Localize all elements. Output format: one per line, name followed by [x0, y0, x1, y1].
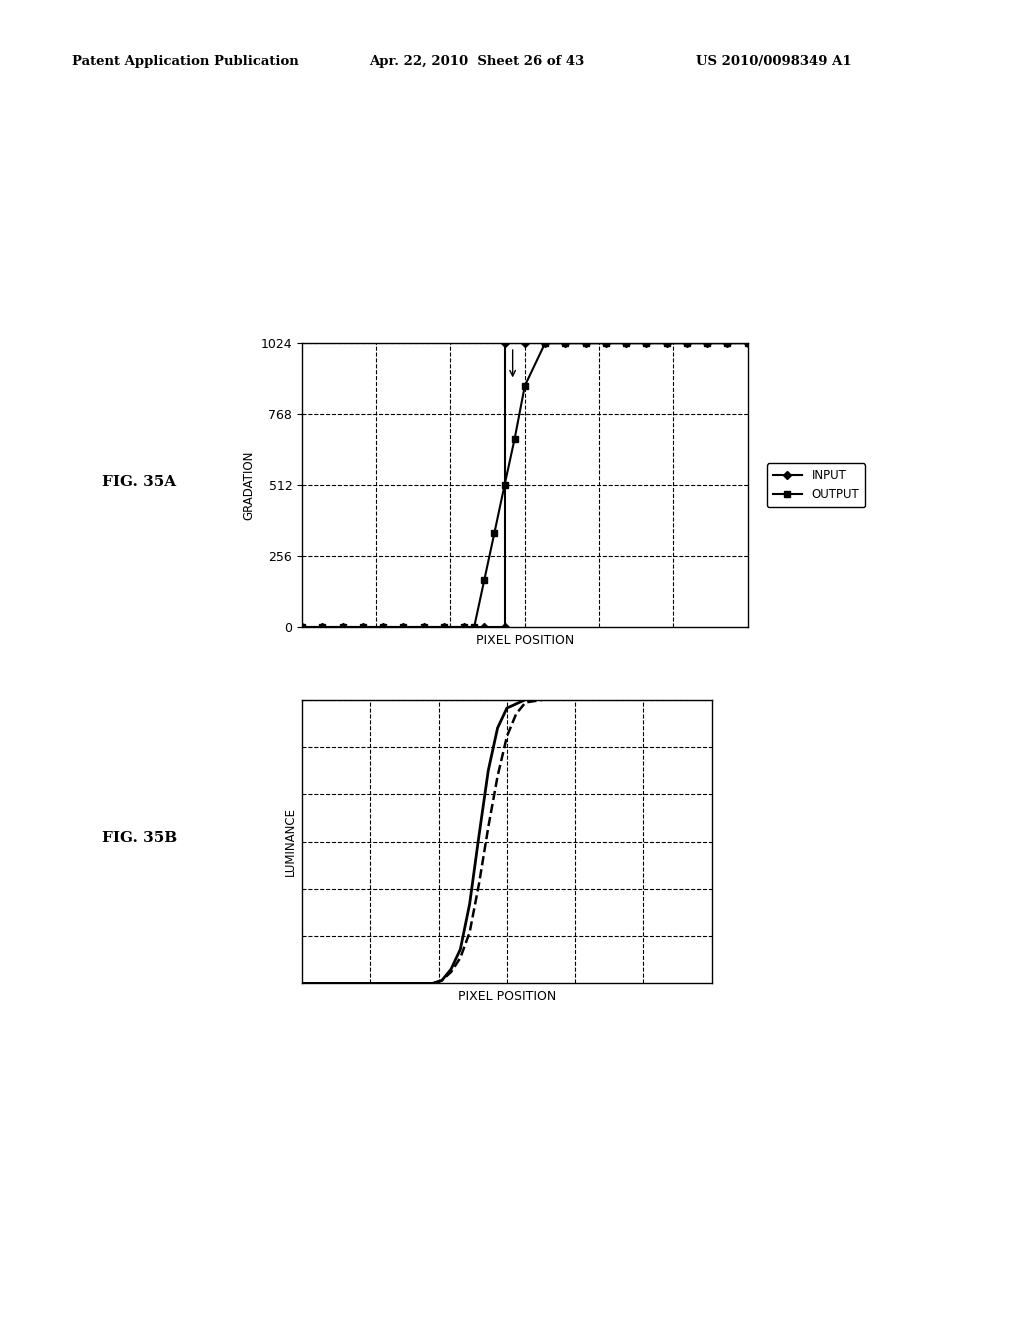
OUTPUT: [681, 335, 693, 351]
Text: US 2010/0098349 A1: US 2010/0098349 A1: [696, 55, 852, 69]
OUTPUT: [539, 335, 551, 351]
INPUT: [600, 335, 612, 351]
INPUT: [620, 335, 632, 351]
OUTPUT: [559, 335, 571, 351]
INPUT: [559, 335, 571, 351]
OUTPUT: [518, 378, 530, 393]
Line: OUTPUT: OUTPUT: [299, 341, 751, 630]
OUTPUT: [458, 619, 470, 635]
OUTPUT: [741, 335, 754, 351]
INPUT: [721, 335, 733, 351]
INPUT: [478, 619, 490, 635]
INPUT: [458, 619, 470, 635]
INPUT: [316, 619, 329, 635]
INPUT: [437, 619, 450, 635]
OUTPUT: [499, 478, 511, 494]
INPUT: [660, 335, 673, 351]
Text: Patent Application Publication: Patent Application Publication: [72, 55, 298, 69]
INPUT: [499, 335, 511, 351]
Line: INPUT: INPUT: [299, 341, 751, 630]
OUTPUT: [437, 619, 450, 635]
X-axis label: PIXEL POSITION: PIXEL POSITION: [458, 990, 556, 1003]
X-axis label: PIXEL POSITION: PIXEL POSITION: [476, 634, 573, 647]
OUTPUT: [316, 619, 329, 635]
OUTPUT: [397, 619, 410, 635]
INPUT: [377, 619, 389, 635]
OUTPUT: [478, 572, 490, 587]
OUTPUT: [377, 619, 389, 635]
OUTPUT: [620, 335, 632, 351]
OUTPUT: [296, 619, 308, 635]
Y-axis label: GRADATION: GRADATION: [243, 450, 255, 520]
INPUT: [499, 619, 511, 635]
Legend: INPUT, OUTPUT: INPUT, OUTPUT: [767, 463, 865, 507]
INPUT: [700, 335, 713, 351]
INPUT: [356, 619, 369, 635]
OUTPUT: [418, 619, 430, 635]
Text: FIG. 35A: FIG. 35A: [102, 475, 176, 488]
OUTPUT: [700, 335, 713, 351]
OUTPUT: [600, 335, 612, 351]
Y-axis label: LUMINANCE: LUMINANCE: [284, 807, 297, 876]
INPUT: [397, 619, 410, 635]
INPUT: [640, 335, 652, 351]
OUTPUT: [468, 619, 480, 635]
OUTPUT: [660, 335, 673, 351]
INPUT: [337, 619, 349, 635]
INPUT: [518, 335, 530, 351]
INPUT: [580, 335, 592, 351]
Text: Apr. 22, 2010  Sheet 26 of 43: Apr. 22, 2010 Sheet 26 of 43: [369, 55, 584, 69]
OUTPUT: [356, 619, 369, 635]
Text: FIG. 35B: FIG. 35B: [102, 832, 177, 845]
INPUT: [418, 619, 430, 635]
OUTPUT: [721, 335, 733, 351]
INPUT: [296, 619, 308, 635]
INPUT: [741, 335, 754, 351]
OUTPUT: [640, 335, 652, 351]
OUTPUT: [337, 619, 349, 635]
OUTPUT: [509, 430, 521, 446]
INPUT: [681, 335, 693, 351]
OUTPUT: [488, 525, 501, 541]
INPUT: [539, 335, 551, 351]
OUTPUT: [580, 335, 592, 351]
